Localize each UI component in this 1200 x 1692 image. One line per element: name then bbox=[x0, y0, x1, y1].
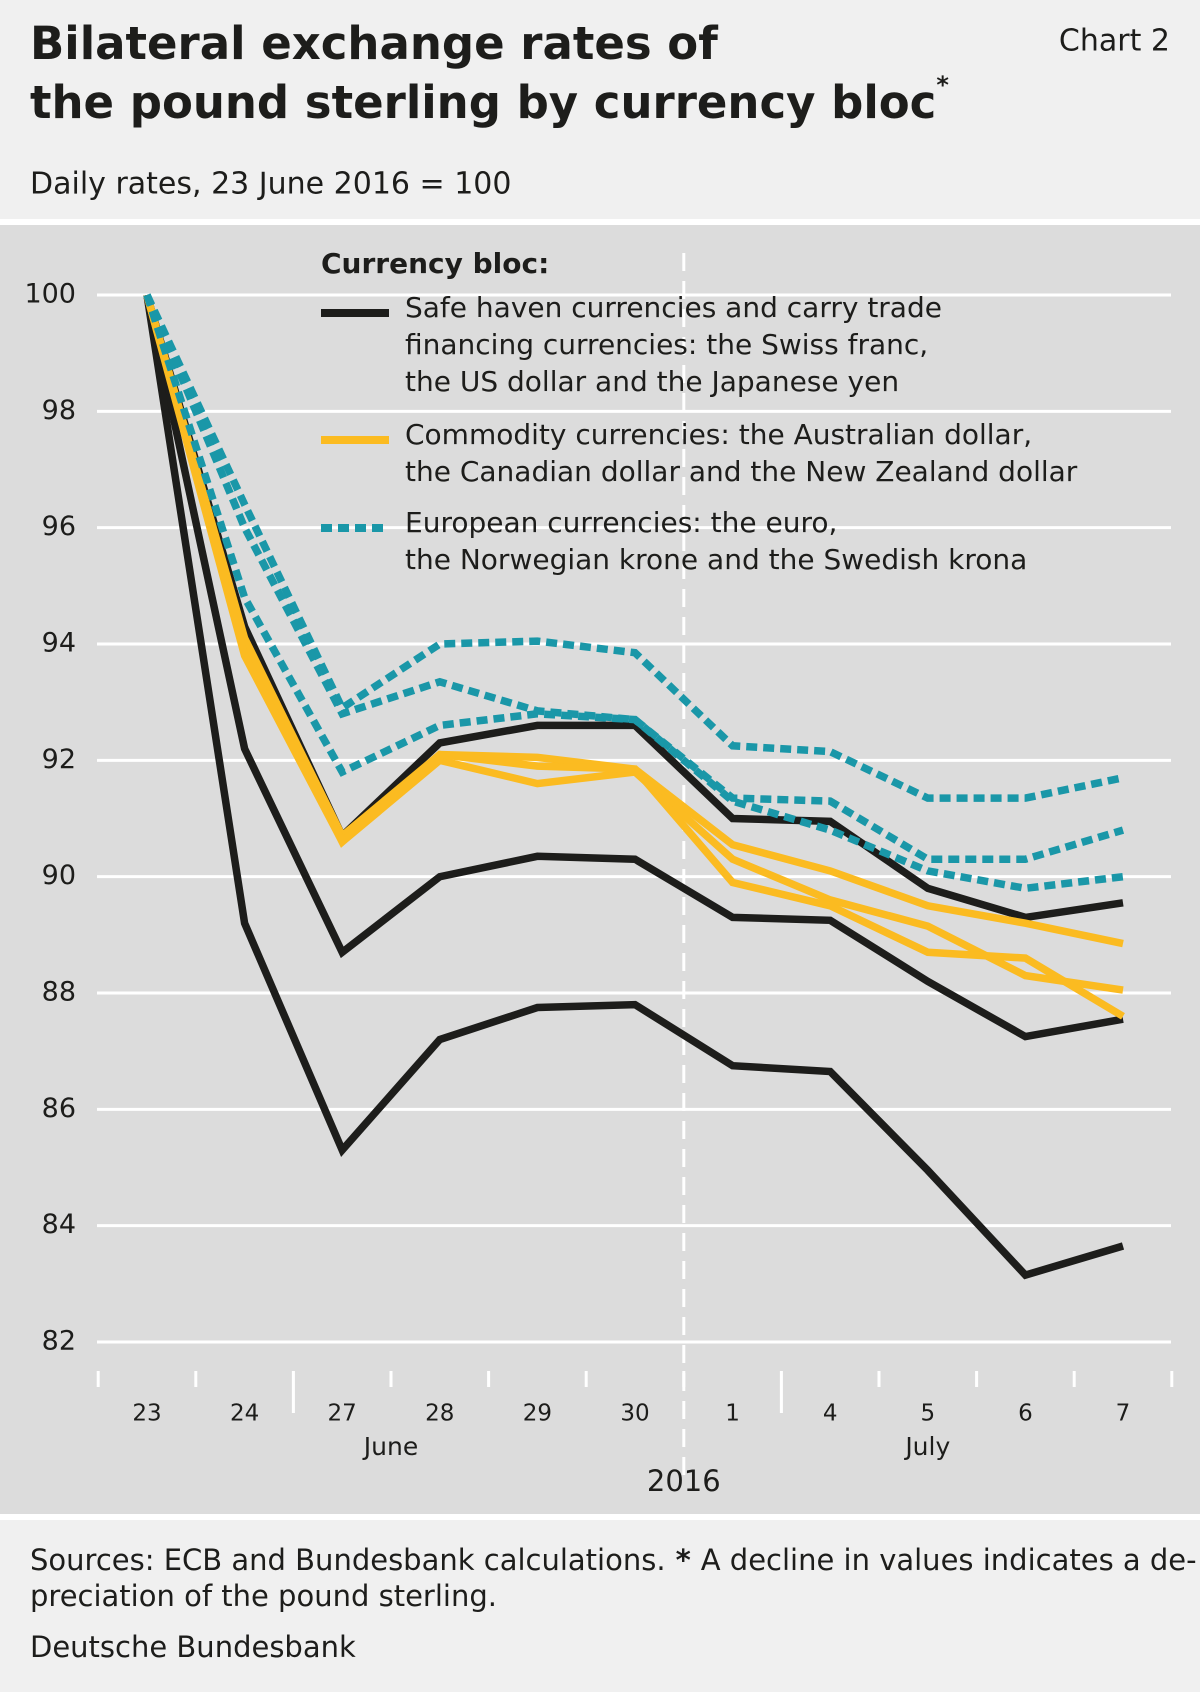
y-tick-label: 94 bbox=[42, 628, 76, 659]
legend-label: financing currencies: the Swiss franc, bbox=[405, 328, 928, 361]
series-line bbox=[143, 293, 1124, 893]
legend-label: Commodity currencies: the Australian dol… bbox=[405, 418, 1032, 451]
x-tick-label: 7 bbox=[1116, 1401, 1131, 1427]
y-tick-label: 100 bbox=[24, 279, 76, 310]
divider bbox=[0, 1514, 1200, 1520]
y-tick-label: 90 bbox=[42, 860, 76, 891]
y-tick-label: 84 bbox=[42, 1209, 76, 1240]
legend-title: Currency bloc: bbox=[321, 247, 549, 280]
chart-title: the pound sterling by currency bloc bbox=[30, 76, 936, 129]
x-tick-label: 29 bbox=[523, 1401, 552, 1427]
y-tick-label: 92 bbox=[42, 744, 76, 775]
x-tick-label: 5 bbox=[920, 1401, 935, 1427]
series-line bbox=[143, 294, 1125, 1280]
legend-label: Safe haven currencies and carry trade bbox=[405, 291, 942, 324]
x-tick-label: 27 bbox=[328, 1401, 357, 1427]
subtitle: Daily rates, 23 June 2016 = 100 bbox=[30, 167, 511, 202]
legend-label: the US dollar and the Japanese yen bbox=[405, 365, 899, 398]
y-tick-label: 88 bbox=[42, 977, 76, 1008]
title-mark: * bbox=[936, 71, 949, 99]
x-tick-label: 23 bbox=[132, 1401, 161, 1427]
y-tick-label: 82 bbox=[42, 1326, 76, 1357]
x-tick-label: 30 bbox=[620, 1401, 649, 1427]
x-tick-label: 4 bbox=[823, 1401, 838, 1427]
footnote-sources: Sources: ECB and Bundesbank calculations… bbox=[30, 1543, 666, 1577]
chart-title: Bilateral exchange rates of bbox=[30, 17, 718, 70]
year-label: 2016 bbox=[647, 1464, 721, 1498]
y-tick-label: 96 bbox=[42, 511, 76, 542]
footnote: Sources: ECB and Bundesbank calculations… bbox=[30, 1543, 1197, 1577]
series-line bbox=[143, 293, 1124, 802]
month-label: July bbox=[903, 1432, 950, 1461]
series-line bbox=[143, 294, 1125, 1020]
month-label: June bbox=[362, 1432, 418, 1461]
publisher: Deutsche Bundesbank bbox=[30, 1630, 356, 1664]
footnote-text: preciation of the pound sterling. bbox=[30, 1579, 497, 1613]
x-tick-label: 6 bbox=[1018, 1401, 1033, 1427]
legend-label: the Norwegian krone and the Swedish kron… bbox=[405, 543, 1027, 576]
y-tick-label: 86 bbox=[42, 1093, 76, 1124]
plot-panel bbox=[0, 225, 1200, 1514]
x-tick-label: 1 bbox=[725, 1401, 740, 1427]
y-tick-label: 98 bbox=[42, 395, 76, 426]
x-tick-label: 24 bbox=[230, 1401, 259, 1427]
series-line bbox=[143, 294, 1124, 1041]
divider bbox=[0, 219, 1200, 225]
x-tick-label: 28 bbox=[425, 1401, 454, 1427]
legend-label: the Canadian dollar and the New Zealand … bbox=[405, 455, 1078, 488]
chart-title: the pound sterling by currency bloc* bbox=[30, 71, 949, 129]
chart-label: Chart 2 bbox=[1059, 24, 1170, 59]
legend-label: European currencies: the euro, bbox=[405, 506, 837, 539]
footnote-mark: * bbox=[676, 1543, 691, 1577]
footnote-text: A decline in values indicates a de- bbox=[701, 1543, 1197, 1577]
